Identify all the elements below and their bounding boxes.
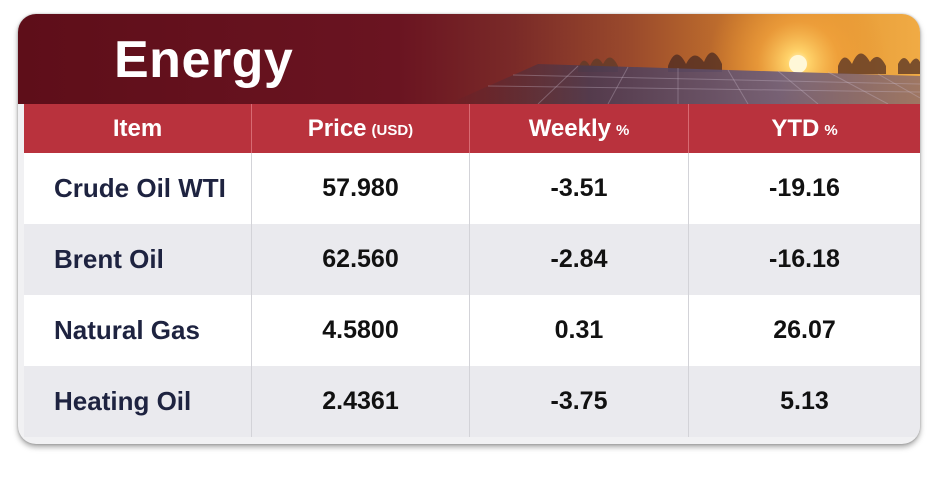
column-header-ytd: YTD %: [688, 104, 920, 153]
column-header-unit: (USD): [371, 122, 414, 139]
energy-card: Energy Item Price (USD) Weekly % YTD % C…: [18, 14, 920, 444]
column-header-unit: %: [824, 122, 838, 139]
page-title: Energy: [114, 31, 294, 89]
energy-banner: Energy: [18, 14, 920, 104]
ytd-cell: 5.13: [688, 366, 920, 437]
solar-panel-sunset-image: [438, 14, 920, 104]
price-cell: 57.980: [251, 153, 469, 224]
column-header-label: YTD: [771, 114, 820, 142]
column-header-label: Price: [307, 114, 367, 142]
item-cell: Brent Oil: [24, 224, 251, 295]
ytd-cell: -16.18: [688, 224, 920, 295]
price-cell: 62.560: [251, 224, 469, 295]
weekly-cell: -3.51: [469, 153, 688, 224]
column-header-label: Weekly: [528, 114, 611, 142]
weekly-cell: 0.31: [469, 295, 688, 366]
weekly-cell: -3.75: [469, 366, 688, 437]
ytd-cell: -19.16: [688, 153, 920, 224]
column-header-unit: %: [615, 122, 630, 139]
column-header-weekly: Weekly %: [469, 104, 688, 153]
item-cell: Heating Oil: [24, 366, 251, 437]
column-header-label: Item: [112, 114, 163, 142]
price-cell: 4.5800: [251, 295, 469, 366]
item-cell: Crude Oil WTI: [24, 153, 251, 224]
item-cell: Natural Gas: [24, 295, 251, 366]
column-header-item: Item: [24, 104, 251, 153]
column-header-price: Price (USD): [251, 104, 469, 153]
energy-table: Item Price (USD) Weekly % YTD % Crude Oi…: [24, 104, 920, 437]
price-cell: 2.4361: [251, 366, 469, 437]
sun-icon: [789, 55, 807, 73]
weekly-cell: -2.84: [469, 224, 688, 295]
ytd-cell: 26.07: [688, 295, 920, 366]
